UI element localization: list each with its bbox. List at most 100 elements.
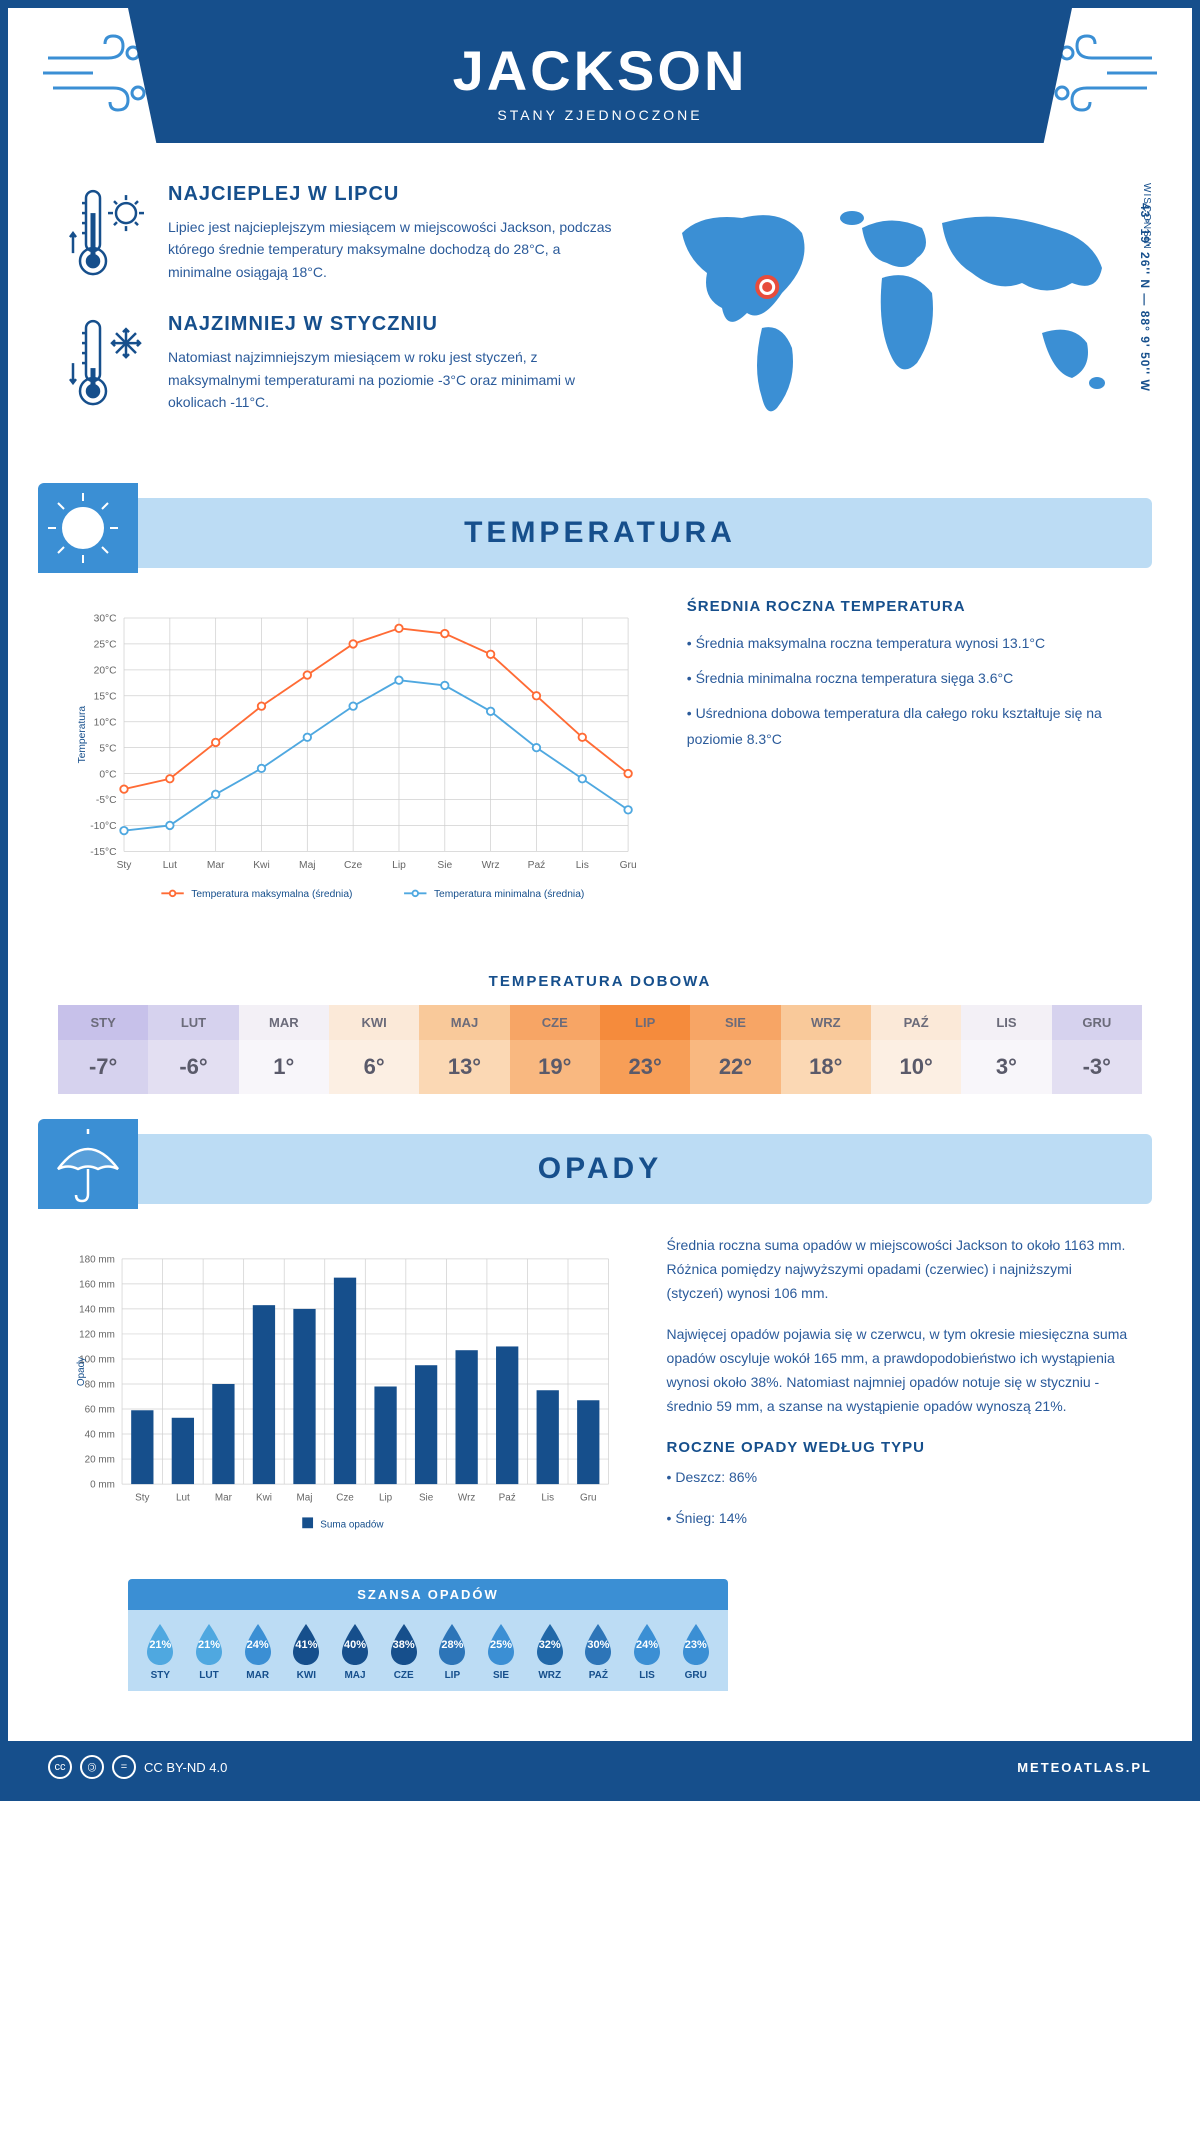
temp-chart: -15°C-10°C-5°C0°C5°C10°C15°C20°C25°C30°C… bbox=[68, 598, 647, 923]
chance-cell: 28%LIP bbox=[428, 1622, 477, 1681]
svg-text:Mar: Mar bbox=[207, 860, 225, 871]
intro-section: NAJCIEPLEJ W LIPCU Lipiec jest najcieple… bbox=[8, 143, 1192, 478]
chance-cell: 23%GRU bbox=[671, 1622, 720, 1681]
precip-type-title: ROCZNE OPADY WEDŁUG TYPU bbox=[667, 1439, 1132, 1456]
chance-cell: 32%WRZ bbox=[525, 1622, 574, 1681]
svg-text:Paź: Paź bbox=[528, 860, 546, 871]
svg-text:160 mm: 160 mm bbox=[79, 1279, 115, 1290]
header-wrap: JACKSON STANY ZJEDNOCZONE bbox=[8, 8, 1192, 143]
svg-text:Opady: Opady bbox=[76, 1357, 87, 1386]
chance-cell: 40%MAJ bbox=[331, 1622, 380, 1681]
temp-body: -15°C-10°C-5°C0°C5°C10°C15°C20°C25°C30°C… bbox=[8, 568, 1192, 953]
svg-text:Temperatura maksymalna (średni: Temperatura maksymalna (średnia) bbox=[191, 889, 352, 900]
coldest-text: Natomiast najzimniejszym miesiącem w rok… bbox=[168, 346, 612, 413]
svg-text:-5°C: -5°C bbox=[96, 795, 117, 806]
svg-text:180 mm: 180 mm bbox=[79, 1254, 115, 1265]
precip-body: 0 mm20 mm40 mm60 mm80 mm100 mm120 mm140 … bbox=[8, 1204, 1192, 1569]
svg-text:Maj: Maj bbox=[299, 860, 316, 871]
header-banner: JACKSON STANY ZJEDNOCZONE bbox=[128, 8, 1072, 143]
umbrella-header-icon bbox=[38, 1119, 138, 1209]
precip-chart: 0 mm20 mm40 mm60 mm80 mm100 mm120 mm140 … bbox=[68, 1234, 627, 1559]
sun-header-icon bbox=[38, 483, 138, 573]
precip-p2: Najwięcej opadów pojawia się w czerwcu, … bbox=[667, 1323, 1132, 1418]
daily-cell: STY-7° bbox=[58, 1005, 148, 1094]
chance-cell: 25%SIE bbox=[477, 1622, 526, 1681]
daily-cell: GRU-3° bbox=[1052, 1005, 1142, 1094]
daily-cell: LIS3° bbox=[961, 1005, 1051, 1094]
svg-text:140 mm: 140 mm bbox=[79, 1305, 115, 1316]
daily-cell: MAJ13° bbox=[419, 1005, 509, 1094]
by-icon: 🄯 bbox=[80, 1755, 104, 1779]
thermometer-snow-icon bbox=[68, 313, 148, 413]
svg-text:Gru: Gru bbox=[620, 860, 637, 871]
svg-text:Lip: Lip bbox=[392, 860, 406, 871]
svg-text:30°C: 30°C bbox=[94, 614, 118, 625]
svg-text:10°C: 10°C bbox=[94, 717, 118, 728]
svg-text:Sie: Sie bbox=[419, 1492, 434, 1503]
svg-text:5°C: 5°C bbox=[99, 743, 117, 754]
svg-text:Maj: Maj bbox=[297, 1492, 313, 1503]
svg-text:Wrz: Wrz bbox=[458, 1492, 475, 1503]
svg-text:Lip: Lip bbox=[379, 1492, 393, 1503]
warmest-title: NAJCIEPLEJ W LIPCU bbox=[168, 183, 612, 206]
temp-summary: ŚREDNIA ROCZNA TEMPERATURA • Średnia mak… bbox=[687, 598, 1132, 923]
svg-text:60 mm: 60 mm bbox=[85, 1405, 115, 1416]
chance-cell: 21%LUT bbox=[185, 1622, 234, 1681]
svg-text:Lis: Lis bbox=[576, 860, 589, 871]
daily-cell: MAR1° bbox=[239, 1005, 329, 1094]
svg-text:25°C: 25°C bbox=[94, 640, 118, 651]
svg-text:-10°C: -10°C bbox=[90, 821, 117, 832]
daily-cell: PAŹ10° bbox=[871, 1005, 961, 1094]
chance-cell: 21%STY bbox=[136, 1622, 185, 1681]
svg-text:Cze: Cze bbox=[344, 860, 363, 871]
site-name: METEOATLAS.PL bbox=[1017, 1760, 1152, 1775]
daily-cell: WRZ18° bbox=[781, 1005, 871, 1094]
chance-title: SZANSA OPADÓW bbox=[128, 1579, 728, 1610]
chance-cell: 41%KWI bbox=[282, 1622, 331, 1681]
svg-text:Cze: Cze bbox=[336, 1492, 354, 1503]
svg-text:80 mm: 80 mm bbox=[85, 1380, 115, 1391]
svg-text:Sty: Sty bbox=[117, 860, 133, 871]
svg-text:Gru: Gru bbox=[580, 1492, 597, 1503]
license-text: CC BY-ND 4.0 bbox=[144, 1760, 227, 1775]
city-title: JACKSON bbox=[128, 38, 1072, 103]
svg-text:Lut: Lut bbox=[176, 1492, 190, 1503]
svg-text:Kwi: Kwi bbox=[256, 1492, 272, 1503]
svg-text:20°C: 20°C bbox=[94, 666, 118, 677]
svg-text:0 mm: 0 mm bbox=[90, 1480, 115, 1491]
precip-rain: • Deszcz: 86% bbox=[667, 1466, 1132, 1490]
temp-summary-title: ŚREDNIA ROCZNA TEMPERATURA bbox=[687, 598, 1132, 615]
chance-cell: 30%PAŹ bbox=[574, 1622, 623, 1681]
svg-text:Suma opadów: Suma opadów bbox=[320, 1519, 384, 1530]
map-area: WISCONSIN 43° 19' 26'' N — 88° 9' 50'' W bbox=[652, 183, 1132, 448]
daily-cell: CZE19° bbox=[510, 1005, 600, 1094]
svg-text:120 mm: 120 mm bbox=[79, 1330, 115, 1341]
temp-summary-2: • Średnia minimalna roczna temperatura s… bbox=[687, 666, 1132, 691]
chance-cell: 24%MAR bbox=[233, 1622, 282, 1681]
intro-left: NAJCIEPLEJ W LIPCU Lipiec jest najcieple… bbox=[68, 183, 612, 448]
svg-text:Mar: Mar bbox=[215, 1492, 233, 1503]
coldest-block: NAJZIMNIEJ W STYCZNIU Natomiast najzimni… bbox=[68, 313, 612, 413]
page: JACKSON STANY ZJEDNOCZONE bbox=[0, 0, 1200, 1801]
chance-cell: 24%LIS bbox=[623, 1622, 672, 1681]
chance-row: 21%STY21%LUT24%MAR41%KWI40%MAJ38%CZE28%L… bbox=[128, 1610, 728, 1691]
svg-text:20 mm: 20 mm bbox=[85, 1455, 115, 1466]
svg-text:Kwi: Kwi bbox=[253, 860, 270, 871]
svg-text:15°C: 15°C bbox=[94, 691, 118, 702]
country-subtitle: STANY ZJEDNOCZONE bbox=[128, 107, 1072, 123]
svg-text:Lis: Lis bbox=[541, 1492, 554, 1503]
footer: cc 🄯 = CC BY-ND 4.0 METEOATLAS.PL bbox=[8, 1741, 1192, 1793]
coldest-title: NAJZIMNIEJ W STYCZNIU bbox=[168, 313, 612, 336]
temp-section-header: TEMPERATURA bbox=[48, 498, 1152, 568]
daily-cell: LUT-6° bbox=[148, 1005, 238, 1094]
svg-text:Sty: Sty bbox=[135, 1492, 149, 1503]
daily-cell: LIP23° bbox=[600, 1005, 690, 1094]
nd-icon: = bbox=[112, 1755, 136, 1779]
daily-cell: SIE22° bbox=[690, 1005, 780, 1094]
chance-box: SZANSA OPADÓW 21%STY21%LUT24%MAR41%KWI40… bbox=[128, 1579, 728, 1691]
cc-icon: cc bbox=[48, 1755, 72, 1779]
precip-snow: • Śnieg: 14% bbox=[667, 1507, 1132, 1531]
precip-section-header: OPADY bbox=[48, 1134, 1152, 1204]
temp-summary-1: • Średnia maksymalna roczna temperatura … bbox=[687, 631, 1132, 656]
warmest-text: Lipiec jest najcieplejszym miesiącem w m… bbox=[168, 216, 612, 283]
